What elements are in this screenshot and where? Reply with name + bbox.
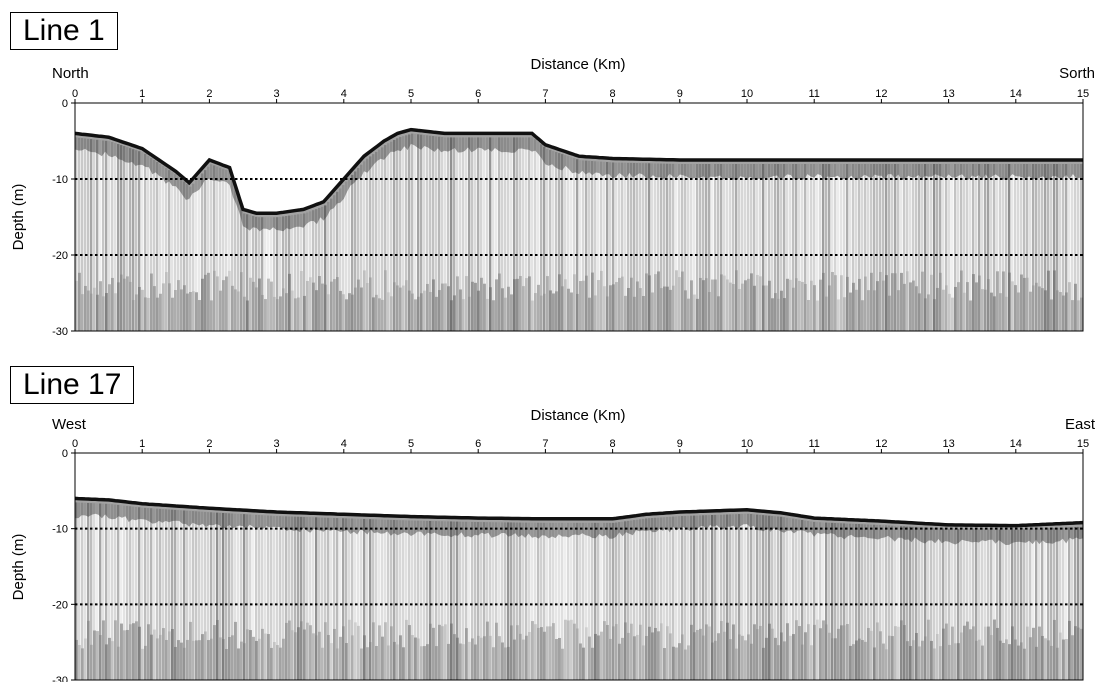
seabed-band bbox=[75, 498, 1083, 545]
panel-label: Line 17 bbox=[10, 366, 135, 404]
seismic-image bbox=[75, 496, 1083, 680]
x-tick-label: 15 bbox=[1077, 88, 1089, 100]
x-axis-title: Distance (Km) bbox=[530, 407, 626, 424]
x-tick-label: 10 bbox=[741, 438, 753, 450]
x-tick-label: 9 bbox=[677, 438, 683, 450]
x-tick-label: 10 bbox=[741, 88, 753, 100]
x-tick-label: 7 bbox=[542, 88, 548, 100]
x-tick-label: 9 bbox=[677, 88, 683, 100]
x-axis-title: Distance (Km) bbox=[530, 56, 626, 73]
x-tick-label: 8 bbox=[610, 438, 616, 450]
x-tick-label: 6 bbox=[475, 88, 481, 100]
x-tick-label: 3 bbox=[274, 438, 280, 450]
x-tick-label: 2 bbox=[206, 88, 212, 100]
left-direction-label: West bbox=[52, 416, 86, 433]
y-tick-label: -20 bbox=[52, 250, 68, 262]
y-tick-label: -20 bbox=[52, 599, 68, 611]
x-tick-label: 4 bbox=[341, 88, 347, 100]
plot-frame bbox=[74, 452, 1084, 681]
x-tick-label: 1 bbox=[139, 438, 145, 450]
x-tick-label: 12 bbox=[875, 438, 887, 450]
y-tick-label: 0 bbox=[62, 98, 68, 110]
x-tick-label: 0 bbox=[72, 438, 78, 450]
x-tick-label: 15 bbox=[1077, 438, 1089, 450]
x-tick-label: 5 bbox=[408, 88, 414, 100]
x-tick-label: 14 bbox=[1010, 438, 1022, 450]
panel-label: Line 1 bbox=[10, 12, 118, 50]
seismic-profile-line-1: Line 1 North Sorth Distance (Km) Depth (… bbox=[10, 12, 1095, 338]
x-tick-label: 13 bbox=[942, 88, 954, 100]
seabed-reflector bbox=[75, 127, 1083, 215]
plot-area: 0 1 2 3 4 5 6 7 8 9 10 11 12 13 14 150-10-20-30 bbox=[52, 88, 1089, 338]
x-tick-label: 11 bbox=[808, 88, 819, 100]
x-tick-label: 7 bbox=[542, 438, 548, 450]
x-tick-label: 1 bbox=[139, 88, 145, 100]
seismic-image bbox=[75, 127, 1083, 331]
x-tick-label: 2 bbox=[206, 438, 212, 450]
seabed-reflector bbox=[75, 496, 1083, 528]
left-direction-label: North bbox=[52, 65, 89, 82]
x-tick-label: 3 bbox=[274, 88, 280, 100]
x-tick-label: 6 bbox=[475, 438, 481, 450]
y-tick-label: -10 bbox=[52, 174, 68, 186]
plot-frame bbox=[74, 102, 1084, 332]
x-tick-label: 13 bbox=[942, 438, 954, 450]
x-tick-label: 11 bbox=[808, 438, 819, 450]
x-tick-label: 14 bbox=[1010, 88, 1022, 100]
x-tick-label: 4 bbox=[341, 438, 347, 450]
x-tick-label: 8 bbox=[610, 88, 616, 100]
x-tick-label: 5 bbox=[408, 438, 414, 450]
right-direction-label: Sorth bbox=[1059, 65, 1095, 82]
right-direction-label: East bbox=[1064, 416, 1095, 433]
x-tick-label: 0 bbox=[72, 88, 78, 100]
seabed-band bbox=[75, 129, 1083, 232]
y-tick-label: -30 bbox=[52, 326, 68, 338]
y-tick-label: -10 bbox=[52, 524, 68, 536]
x-tick-label: 12 bbox=[875, 88, 887, 100]
y-tick-label: 0 bbox=[62, 448, 68, 460]
plot-area: 0 1 2 3 4 5 6 7 8 9 10 11 12 13 14 150-10-20-30 bbox=[52, 438, 1089, 682]
seismic-profile-line-17: Line 17 West East Distance (Km) Depth (m… bbox=[0, 352, 1101, 682]
y-tick-label: -30 bbox=[52, 675, 68, 682]
